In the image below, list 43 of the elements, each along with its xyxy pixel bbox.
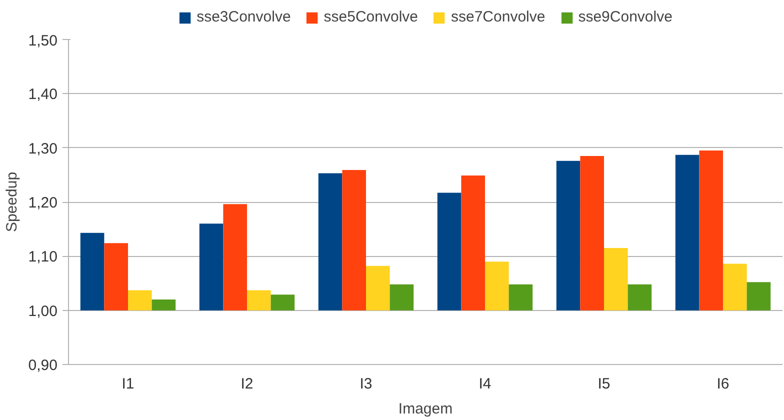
bar [223, 204, 247, 310]
bar [556, 160, 580, 310]
y-tick-label: 1,00 [28, 302, 58, 320]
bar [128, 290, 152, 310]
bar [508, 284, 533, 310]
bar [152, 300, 176, 310]
y-tick-label: 1,20 [28, 194, 58, 212]
x-tick-label: I6 [716, 376, 730, 392]
bar [746, 282, 771, 310]
x-axis-title: Imagem [398, 400, 453, 418]
x-tick-label: I3 [360, 376, 372, 392]
x-tick-label: I5 [598, 376, 610, 392]
bar [80, 232, 104, 310]
y-axis-title: Speedup [3, 172, 20, 232]
bar [461, 175, 485, 310]
x-tick-label: I2 [240, 376, 254, 392]
x-tick-label: I4 [478, 376, 492, 392]
bar [366, 266, 390, 310]
legend-label: sse5Convolve [324, 8, 418, 26]
bar [699, 150, 723, 310]
legend-label: sse9Convolve [578, 8, 672, 26]
y-tick-label: 1,30 [28, 140, 58, 158]
bar [318, 173, 342, 310]
bar [485, 262, 509, 310]
bar [628, 284, 652, 310]
x-tick-label: I1 [122, 376, 134, 392]
bar [390, 284, 414, 310]
y-tick-label: 0,90 [28, 357, 58, 374]
y-tick-label: 1,40 [28, 86, 58, 104]
bar [604, 248, 628, 310]
bar [270, 294, 295, 310]
bar [580, 156, 604, 310]
bar [437, 192, 462, 310]
bar [247, 290, 271, 310]
bar [199, 224, 224, 310]
legend-label: sse3Convolve [196, 8, 291, 26]
legend-label: sse7Convolve [451, 8, 546, 26]
y-tick-label: 1,10 [28, 248, 58, 266]
bar [723, 264, 747, 310]
y-tick-label: 1,50 [28, 32, 58, 50]
bar [104, 243, 128, 310]
bar [675, 154, 700, 310]
bar [342, 170, 366, 310]
